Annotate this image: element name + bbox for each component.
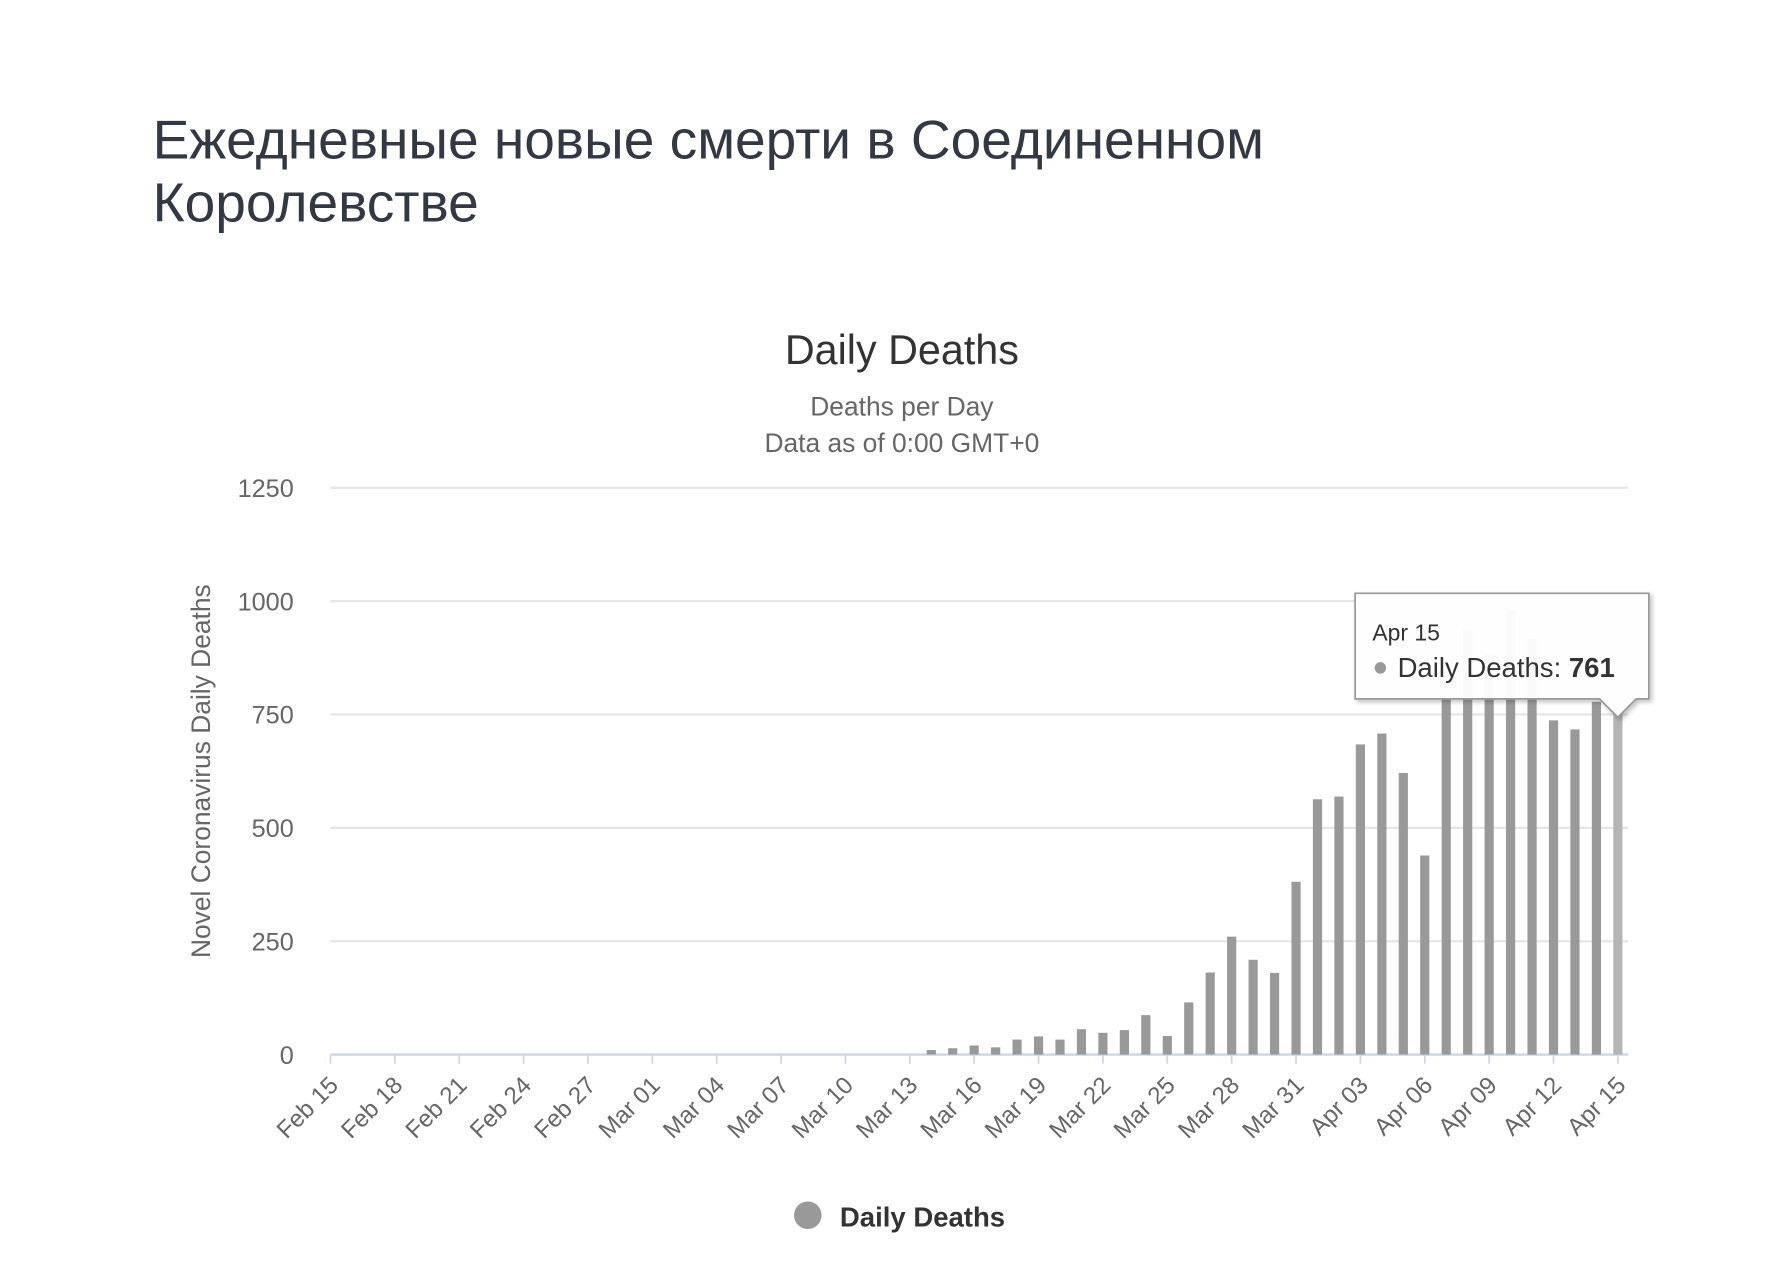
tooltip-text: Daily Deaths: 761 [1398,652,1615,683]
tooltip-box [1354,592,1650,719]
bar [1591,701,1602,1055]
x-tick-label: Mar 10 [787,1072,859,1144]
bar [1613,709,1623,1055]
bar [948,1048,958,1055]
bar [1548,720,1559,1055]
bar [1398,772,1408,1055]
x-tick-label: Mar 16 [916,1072,988,1144]
y-tick-label: 0 [280,1042,294,1070]
bar [1506,610,1516,1055]
x-tick-label: Mar 04 [658,1072,730,1144]
bar [1141,1015,1151,1055]
tooltip-marker [1374,662,1387,674]
legend-label: Daily Deaths [840,1202,1005,1233]
chart-subtitle: Data as of 0:00 GMT+0 [764,428,1039,458]
tooltip: Apr 15 Daily Deaths: 761 [1354,592,1650,719]
x-tick-label: Apr 03 [1305,1072,1374,1141]
bar [1269,972,1280,1055]
y-tick-label: 1000 [238,588,294,616]
x-tick-label: Feb 27 [529,1072,601,1144]
x-tick-label: Apr 15 [1562,1072,1631,1141]
x-tick-label: Apr 09 [1433,1072,1502,1141]
x-tick-label: Mar 13 [851,1072,923,1144]
y-tick-label: 250 [252,928,294,956]
bar [1377,733,1387,1055]
bar [1098,1032,1108,1055]
bar [926,1050,936,1055]
bar [1291,881,1301,1055]
x-tick-label: Apr 06 [1369,1072,1438,1141]
bar [1184,1002,1194,1055]
x-tick-label: Feb 18 [336,1072,408,1144]
bar [1248,959,1258,1055]
heading-line: Ежедневные новые смерти в Соединенном [153,108,1264,170]
bar [1055,1039,1065,1055]
bar [1205,972,1215,1055]
x-tick-label: Mar 22 [1044,1072,1116,1144]
x-tick-label: Mar 19 [980,1072,1052,1144]
legend-marker [794,1201,822,1229]
x-tick-label: Mar 01 [594,1072,666,1144]
bar [1527,638,1537,1055]
bar [1463,629,1473,1055]
x-tick-label: Feb 21 [401,1072,473,1144]
bar [1119,1030,1129,1055]
bar [1012,1039,1022,1055]
chart-title: Daily Deaths [785,327,1019,373]
bar [1355,744,1365,1055]
bar [1312,799,1323,1055]
bar [1227,936,1237,1055]
bar [1441,698,1451,1055]
x-tick-label: Mar 31 [1237,1072,1309,1144]
tooltip-separator: : [1554,652,1569,683]
x-tick-label: Mar 25 [1109,1072,1181,1144]
bar [1076,1029,1087,1055]
x-tick-label: Apr 12 [1498,1072,1567,1141]
x-tick-label: Feb 24 [465,1072,537,1144]
page-heading: Ежедневные новые смерти в Соединенном Кор… [153,108,1264,233]
chart-subtitle: Deaths per Day [810,391,994,421]
tooltip-category: Apr 15 [1372,619,1440,645]
bar [1033,1036,1044,1055]
x-tick-label: Feb 15 [272,1072,344,1144]
y-tick-label: 500 [252,815,294,843]
bar [991,1047,1001,1055]
bar [1334,796,1344,1055]
bar [1162,1035,1172,1055]
x-tick-label: Mar 07 [722,1072,794,1144]
heading-line: Королевстве [153,172,479,234]
bar [1570,729,1580,1055]
tooltip-series: Daily Deaths [1398,652,1554,683]
y-axis-label: Novel Coronavirus Daily Deaths [186,584,216,958]
y-tick-label: 750 [252,702,294,730]
bar [969,1045,979,1055]
x-tick-label: Mar 28 [1173,1072,1245,1144]
tooltip-value: 761 [1569,652,1615,683]
bar [1420,855,1430,1055]
bar [1484,655,1494,1055]
y-tick-label: 1250 [238,475,294,503]
